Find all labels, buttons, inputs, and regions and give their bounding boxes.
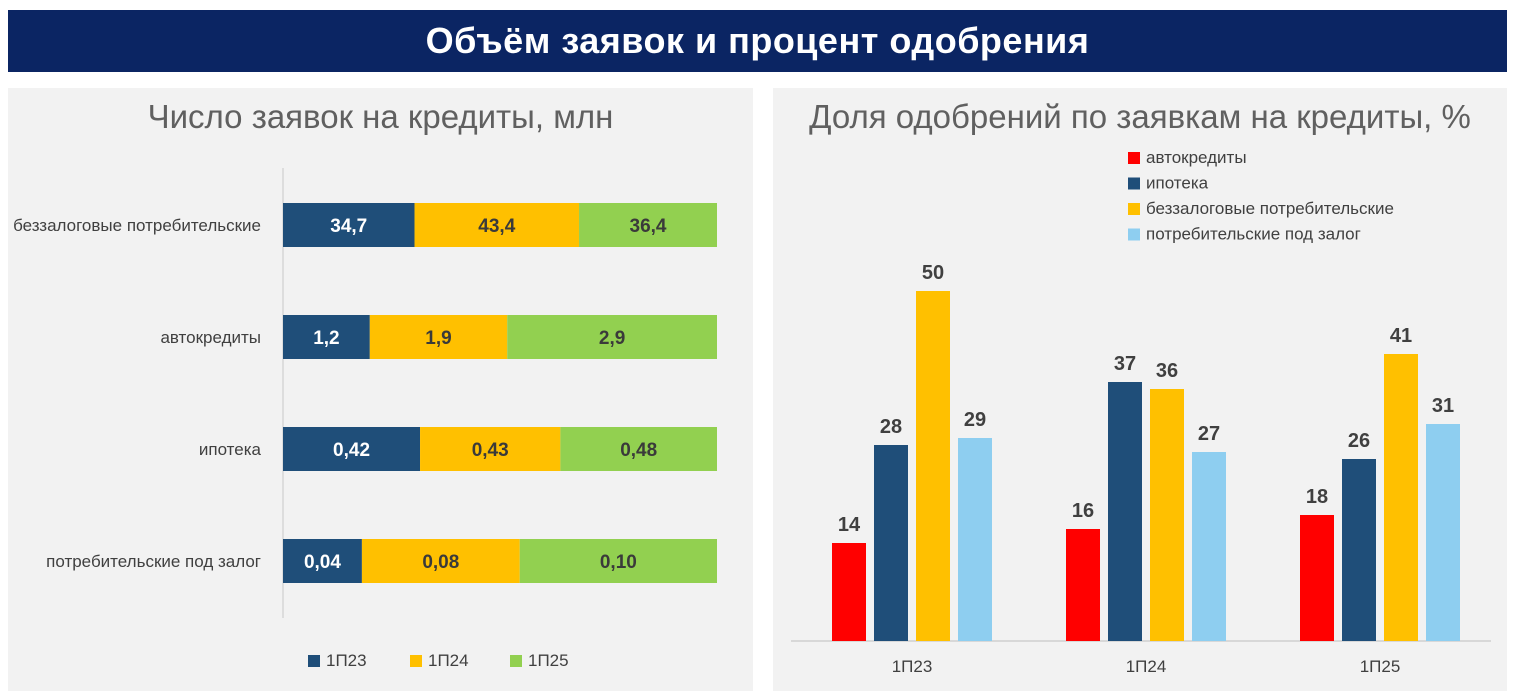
left-chart-title: Число заявок на кредиты, млн [147,98,614,135]
category-label: автокредиты [160,328,261,347]
bar [1342,459,1376,641]
bar-segment [507,315,717,359]
data-label: 36,4 [630,216,667,237]
bar [832,543,866,641]
category-label: потребительские под залог [46,552,261,571]
data-label: 37 [1114,353,1136,375]
bar [1384,354,1418,641]
data-label: 50 [922,262,944,284]
data-label: 34,7 [330,216,367,237]
data-label: 1,2 [313,328,339,349]
legend-swatch [1128,228,1140,241]
data-label: 0,10 [600,552,637,573]
legend-label: автокредиты [1146,148,1247,167]
legend-label: беззалоговые потребительские [1146,199,1394,218]
right-chart-title: Доля одобрений по заявкам на кредиты, % [809,98,1471,135]
data-label: 0,48 [620,440,657,461]
data-label: 31 [1432,395,1454,417]
x-tick-label: 1П23 [892,657,933,676]
data-label: 28 [880,416,902,438]
data-label: 36 [1156,360,1178,382]
right-chart-panel: Доля одобрений по заявкам на кредиты, % … [773,88,1507,691]
bar-segment [283,539,362,583]
approval-rate-bar-chart: автокредиты ипотека беззалоговые потребите… [791,148,1491,676]
left-chart-panel: Число заявок на кредиты, млн беззалоговы… [8,88,753,691]
bar-segment [283,427,421,471]
data-label: 1,9 [425,328,451,349]
data-label: 16 [1072,500,1094,522]
data-label: 0,42 [333,440,370,461]
bar-segment [369,315,508,359]
legend-swatch [308,655,320,667]
bar [958,438,992,641]
category-label: беззалоговые потребительские [13,216,261,235]
bar [1150,389,1184,641]
data-label: 26 [1348,430,1370,452]
data-label: 0,08 [422,552,459,573]
bar-segment [420,427,561,471]
x-tick-label: 1П24 [1126,657,1167,676]
bar-segment [519,539,717,583]
legend-swatch [1128,177,1140,190]
page-title: Объём заявок и процент одобрения [8,10,1507,72]
legend-label: 1П23 [326,651,367,670]
legend-swatch [1128,203,1140,215]
bar [1108,382,1142,641]
bar [916,291,950,641]
bar-segment [361,539,520,583]
legend-label: ипотека [1146,174,1209,193]
data-label: 43,4 [478,216,515,237]
data-label: 41 [1390,325,1412,347]
data-label: 18 [1306,486,1328,508]
bar-segment [283,203,415,247]
bar [1192,452,1226,641]
bar [874,445,908,641]
bar [1300,515,1334,641]
bar-segment [579,203,717,247]
legend-swatch [510,655,522,667]
data-label: 2,9 [599,328,625,349]
category-label: ипотека [199,440,262,459]
bar [1426,424,1460,641]
legend-swatch [410,655,422,667]
legend-label: потребительские под залог [1146,225,1361,244]
legend-label: 1П24 [428,651,469,670]
data-label: 0,43 [472,440,509,461]
data-label: 29 [964,409,986,431]
legend-swatch [1128,152,1140,164]
bar-segment [560,427,717,471]
legend-label: 1П25 [528,651,569,670]
applications-stacked-bar-chart: беззалоговые потребительские 34,7 43,4 36,4… [13,168,717,670]
data-label: 0,04 [304,552,341,573]
bar [1066,529,1100,641]
x-tick-label: 1П25 [1360,657,1401,676]
data-label: 14 [838,514,861,536]
data-label: 27 [1198,423,1220,445]
bar-segment [283,315,370,359]
bar-segment [414,203,580,247]
